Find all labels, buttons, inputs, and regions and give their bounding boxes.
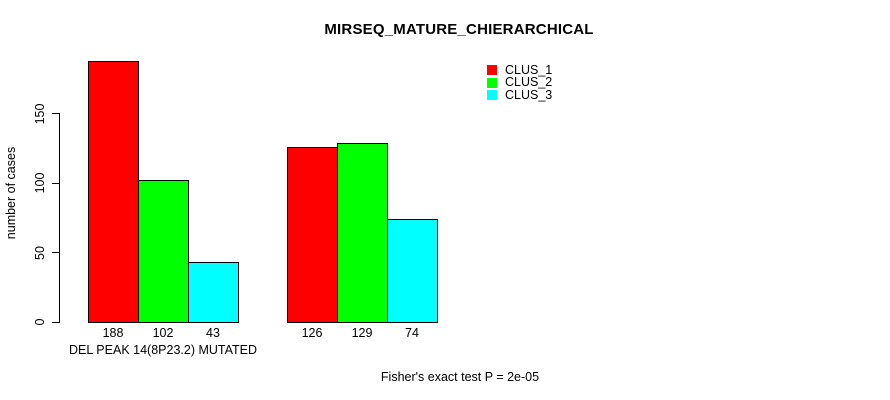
y-tick-label: 100 [32,172,47,194]
y-tick-mark [52,321,60,323]
legend-item-clus-1: CLUS_1 [487,64,552,76]
legend-label-clus-3: CLUS_3 [505,87,553,102]
bar-clus_3-group1 [188,262,239,323]
stat-test-annotation: Fisher's exact test P = 2e-05 [380,370,540,384]
y-tick-label: 0 [32,318,47,326]
bar-value-label: 74 [405,326,419,340]
bar-value-label: 102 [152,326,174,340]
legend-swatch-clus-2 [487,77,497,88]
y-tick-label: 50 [32,245,47,260]
legend-item-clus-2: CLUS_2 [487,76,552,88]
bar-value-label: 129 [351,326,373,340]
y-axis-line [59,113,60,323]
y-tick-label: 150 [32,103,47,124]
bar-clus_1-group1 [88,60,139,323]
bar-clus_2-group1 [138,180,189,323]
y-tick-mark [52,182,60,184]
bar-clus_1-group2 [287,146,338,323]
y-tick-mark [52,113,60,114]
legend: CLUS_1 CLUS_2 CLUS_3 [487,64,552,101]
legend-label-clus-1: CLUS_1 [505,62,553,77]
y-axis-title: number of cases [3,146,18,240]
category-label: DEL PEAK 14(8P23.2) MUTATED [68,343,258,357]
bar-clus_2-group2 [337,142,388,323]
chart-title: MIRSEQ_MATURE_CHIERARCHICAL [324,21,594,38]
legend-label-clus-2: CLUS_2 [505,75,553,90]
legend-swatch-clus-3 [487,89,497,100]
legend-item-clus-3: CLUS_3 [487,89,552,101]
bar-clus_3-group2 [387,219,438,323]
bar-value-label: 126 [301,326,323,340]
bar-value-label: 43 [206,326,220,340]
y-tick-mark [52,252,60,253]
legend-swatch-clus-1 [487,65,497,76]
bar-value-label: 188 [102,326,124,340]
